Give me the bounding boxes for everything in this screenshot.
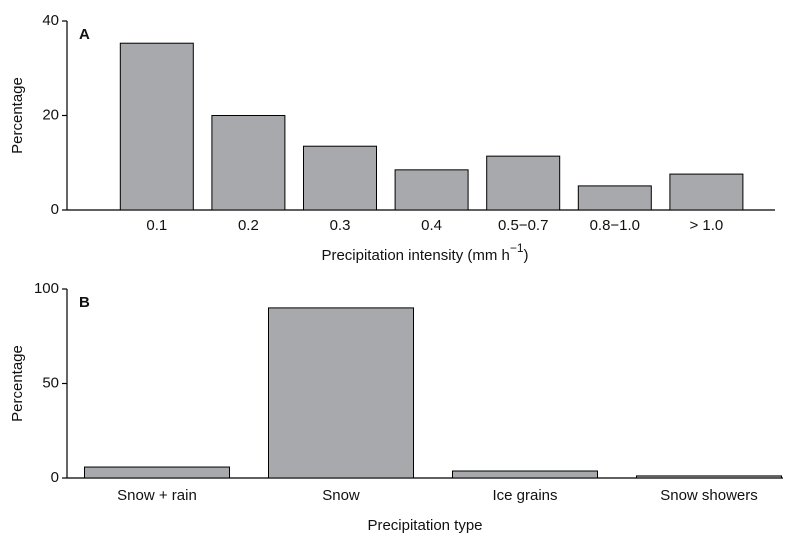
- x-tick-label: > 1.0: [690, 217, 724, 234]
- bar: [669, 173, 744, 211]
- bar: [452, 470, 598, 479]
- x-axis-label-part: ): [524, 247, 529, 264]
- y-tick-label: 40: [42, 12, 59, 29]
- x-axis-label-part: Precipitation intensity (mm h: [321, 247, 509, 264]
- x-tick-label: 0.1: [146, 217, 167, 234]
- bar: [636, 475, 782, 479]
- bar: [577, 185, 652, 211]
- x-tick-label: 0.3: [330, 217, 351, 234]
- bar: [394, 169, 469, 211]
- bar: [303, 145, 377, 211]
- bar: [84, 466, 230, 479]
- y-tick-label: 20: [42, 106, 59, 123]
- y-axis-label: Percentage: [9, 345, 26, 422]
- bar: [119, 42, 194, 211]
- x-tick-label: 0.8−1.0: [590, 217, 640, 234]
- x-axis-label-part: Precipitation type: [367, 517, 482, 534]
- x-tick-label: 0.4: [421, 217, 442, 234]
- bar: [268, 307, 414, 479]
- panel-label: B: [79, 294, 90, 311]
- bar: [486, 155, 561, 211]
- x-tick-label: Snow: [322, 487, 360, 504]
- panel-label: A: [79, 26, 90, 43]
- x-axis-label: Precipitation type: [367, 517, 482, 534]
- y-axis-label: Percentage: [9, 77, 26, 154]
- x-axis-label: Precipitation intensity (mm h−1): [321, 241, 528, 264]
- y-tick-label: 100: [34, 280, 59, 297]
- x-axis-label-part: −1: [510, 241, 524, 255]
- x-tick-label: 0.5−0.7: [498, 217, 548, 234]
- x-tick-label: Snow + rain: [117, 487, 197, 504]
- x-tick-label: Ice grains: [492, 487, 557, 504]
- y-tick-label: 0: [51, 469, 59, 486]
- x-tick-label: Snow showers: [660, 487, 758, 504]
- y-tick-label: 0: [51, 201, 59, 218]
- x-tick-label: 0.2: [238, 217, 259, 234]
- bar: [211, 115, 286, 211]
- y-tick-label: 50: [42, 374, 59, 391]
